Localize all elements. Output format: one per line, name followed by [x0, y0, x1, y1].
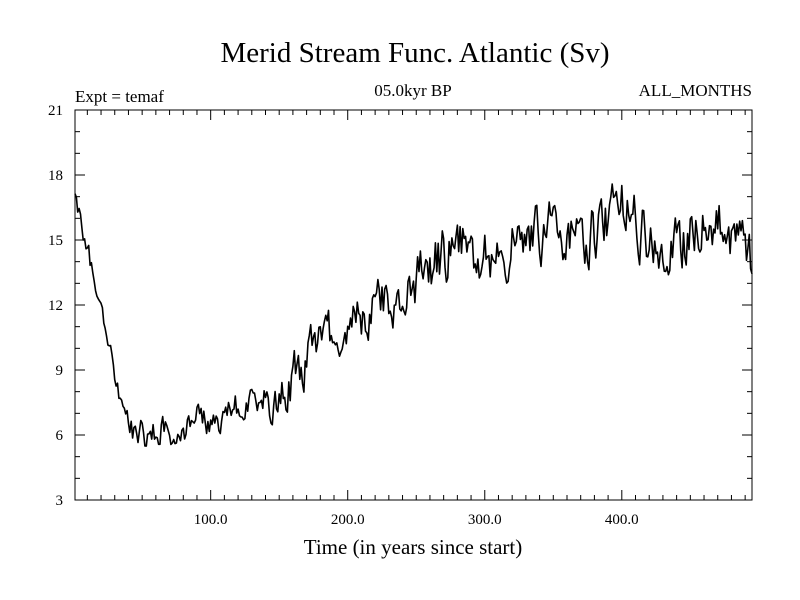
- axis-ticks: [75, 109, 752, 501]
- y-tick-label: 9: [56, 363, 64, 379]
- y-tick-label: 6: [56, 428, 64, 444]
- x-axis-label: Time (in years since start): [304, 535, 523, 559]
- x-tick-label: 300.0: [468, 512, 502, 528]
- y-tick-labels: 3 6 9 12 15 18 21: [48, 103, 64, 509]
- y-tick-label: 21: [48, 103, 63, 119]
- x-tick-label: 400.0: [605, 512, 639, 528]
- x-tick-label: 200.0: [331, 512, 365, 528]
- experiment-label: Expt = temaf: [75, 87, 164, 106]
- y-tick-label: 18: [48, 168, 63, 184]
- y-tick-label: 3: [56, 493, 64, 509]
- y-tick-label: 12: [48, 298, 63, 314]
- x-tick-labels: 100.0 200.0 300.0 400.0: [194, 512, 639, 528]
- moc-series-line: [74, 183, 753, 447]
- x-tick-label: 100.0: [194, 512, 228, 528]
- period-label: 05.0kyr BP: [374, 81, 451, 100]
- chart-title: Merid Stream Func. Atlantic (Sv): [220, 37, 609, 69]
- y-tick-label: 15: [48, 233, 63, 249]
- months-label: ALL_MONTHS: [639, 81, 752, 100]
